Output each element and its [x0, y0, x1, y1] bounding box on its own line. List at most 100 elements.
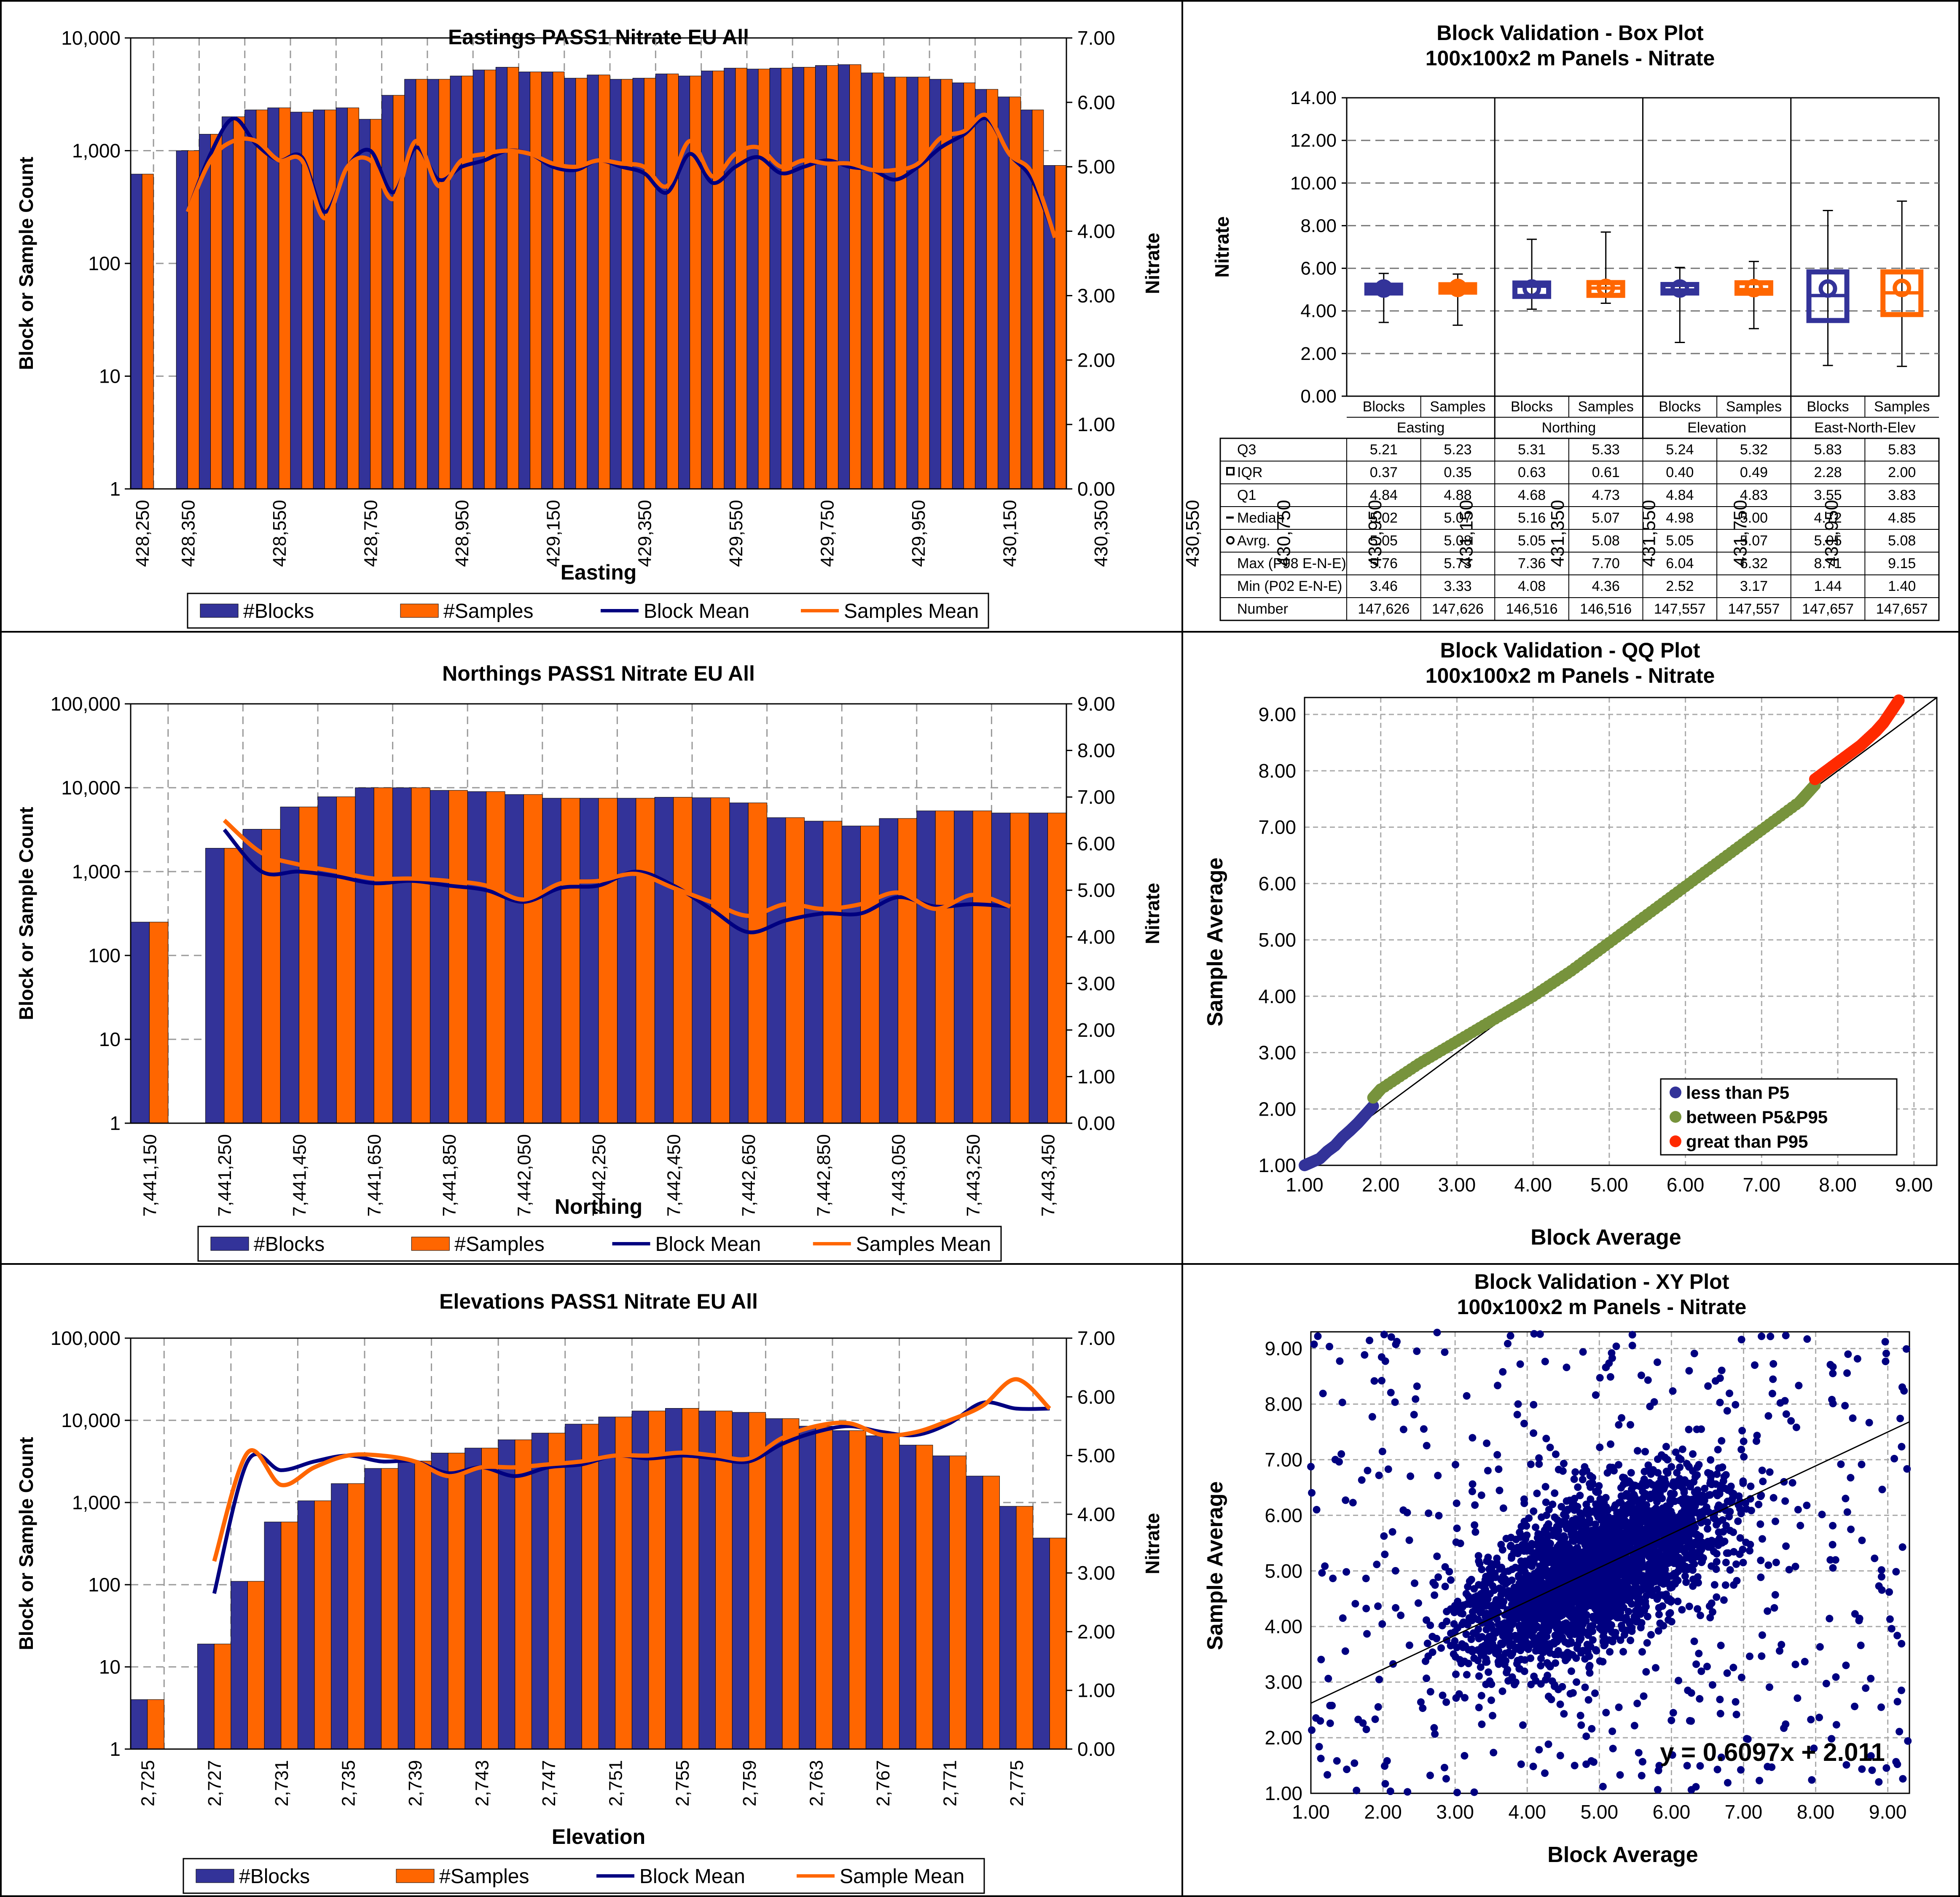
- xy-point: [1851, 1702, 1859, 1710]
- xy-point: [1477, 1663, 1485, 1671]
- xy-point: [1536, 1330, 1544, 1338]
- box-mean-marker: [1448, 279, 1467, 298]
- group-label: Northing: [1542, 420, 1596, 436]
- xy-point: [1349, 1499, 1357, 1507]
- bar-samples: [448, 1453, 465, 1749]
- legend-label: Samples Mean: [844, 600, 979, 622]
- chart-title: Block Validation - XY Plot: [1474, 1270, 1729, 1293]
- eastings-chart: Eastings PASS1 Nitrate EU All 10,000 1,000…: [15, 25, 1842, 629]
- chart-title: Block Validation - QQ Plot: [1440, 639, 1700, 662]
- xy-point: [1469, 1608, 1477, 1616]
- bar-samples: [1055, 165, 1067, 489]
- y-tick-label: 14.00: [1290, 88, 1337, 108]
- xy-point: [1893, 1698, 1901, 1706]
- xy-point: [1423, 1616, 1431, 1624]
- xy-point: [1541, 1358, 1549, 1366]
- y2-tick-label: 6.00: [1077, 91, 1115, 113]
- bar-samples: [523, 794, 543, 1124]
- xy-point: [1644, 1376, 1652, 1384]
- bar-blocks: [861, 72, 873, 489]
- bar-blocks: [427, 79, 439, 489]
- xy-point: [1892, 1758, 1900, 1766]
- xy-point: [1647, 1470, 1655, 1478]
- table-cell: 147,557: [1728, 601, 1780, 617]
- table-cell: 5.16: [1518, 510, 1546, 526]
- xy-point: [1611, 1632, 1619, 1640]
- bar-samples: [735, 68, 747, 489]
- xy-point: [1829, 1521, 1837, 1529]
- bar-blocks: [336, 107, 348, 489]
- xy-point: [1545, 1539, 1553, 1547]
- xy-point: [1399, 1425, 1407, 1433]
- xy-point: [1506, 1634, 1514, 1642]
- xy-point: [1386, 1787, 1394, 1795]
- table-cell: 0.49: [1740, 464, 1768, 480]
- xy-point: [1426, 1771, 1434, 1779]
- xy-point: [1768, 1763, 1776, 1771]
- chart-title: Elevations PASS1 Nitrate EU All: [439, 1290, 758, 1313]
- legend-label: Samples Mean: [856, 1233, 991, 1256]
- bar-blocks: [952, 82, 964, 489]
- bar-blocks: [130, 174, 142, 489]
- x-axis-label: Block Average: [1530, 1225, 1681, 1250]
- bar-samples: [299, 807, 318, 1124]
- legend-label: #Samples: [454, 1233, 544, 1256]
- xy-point: [1331, 1456, 1339, 1464]
- xy-point: [1723, 1407, 1731, 1415]
- subgroup-label: Samples: [1430, 399, 1485, 415]
- xy-point: [1867, 1674, 1875, 1682]
- xy-point: [1660, 1485, 1668, 1493]
- xy-point: [1655, 1762, 1663, 1770]
- xy-point: [1868, 1766, 1876, 1774]
- northings-chart: Northings PASS1 Nitrate EU All 100,000 10,…: [15, 662, 1163, 1262]
- table-cell: 2.00: [1888, 464, 1916, 480]
- table-cell: 5.07: [1592, 510, 1620, 526]
- xy-point: [1391, 1567, 1399, 1575]
- xy-point: [1452, 1461, 1460, 1469]
- xy-point: [1544, 1595, 1552, 1603]
- xy-point: [1893, 1631, 1901, 1639]
- xy-point: [1758, 1535, 1766, 1543]
- bar-samples: [895, 77, 907, 489]
- xy-point: [1638, 1586, 1646, 1594]
- xy-point: [1343, 1766, 1351, 1774]
- xy-point: [1513, 1411, 1521, 1419]
- xy-point: [1326, 1342, 1334, 1350]
- xy-point: [1639, 1529, 1647, 1537]
- xy-point: [1700, 1497, 1708, 1505]
- xy-point: [1544, 1532, 1552, 1540]
- xy-point: [1437, 1644, 1445, 1652]
- y-tick-label: 3.00: [1258, 1042, 1296, 1064]
- table-cell: 0.35: [1444, 464, 1471, 480]
- xy-point: [1903, 1465, 1911, 1473]
- bar-samples: [438, 79, 451, 489]
- xy-point: [1616, 1636, 1624, 1644]
- bar-blocks: [1033, 1537, 1050, 1749]
- y-tick-label: 10.00: [1290, 173, 1337, 193]
- xy-point: [1619, 1480, 1627, 1488]
- table-row-label: Median: [1237, 510, 1284, 526]
- xy-point: [1636, 1497, 1644, 1505]
- xy-point: [1417, 1698, 1425, 1706]
- xy-point: [1582, 1500, 1590, 1508]
- xy-point: [1581, 1683, 1589, 1691]
- bar-blocks: [199, 134, 211, 489]
- xy-point: [1581, 1655, 1589, 1663]
- xy-point: [1435, 1512, 1443, 1520]
- x-tick-label: 7,443,050: [888, 1134, 909, 1217]
- xy-point: [1617, 1492, 1625, 1500]
- bar-blocks: [998, 97, 1010, 489]
- y2-tick-label: 7.00: [1077, 1327, 1115, 1349]
- xy-point: [1573, 1544, 1581, 1552]
- x-tick-label: 429,350: [634, 500, 655, 567]
- y-tick-label: 100: [88, 1574, 121, 1596]
- xy-point: [1647, 1631, 1655, 1639]
- bar-blocks: [832, 1430, 850, 1749]
- y-tick-label: 100,000: [51, 1327, 121, 1349]
- xy-point: [1650, 1576, 1658, 1584]
- xy-point: [1439, 1691, 1447, 1699]
- xy-point: [1657, 1451, 1665, 1459]
- xy-point: [1546, 1663, 1554, 1671]
- legend-label: #Blocks: [243, 600, 314, 622]
